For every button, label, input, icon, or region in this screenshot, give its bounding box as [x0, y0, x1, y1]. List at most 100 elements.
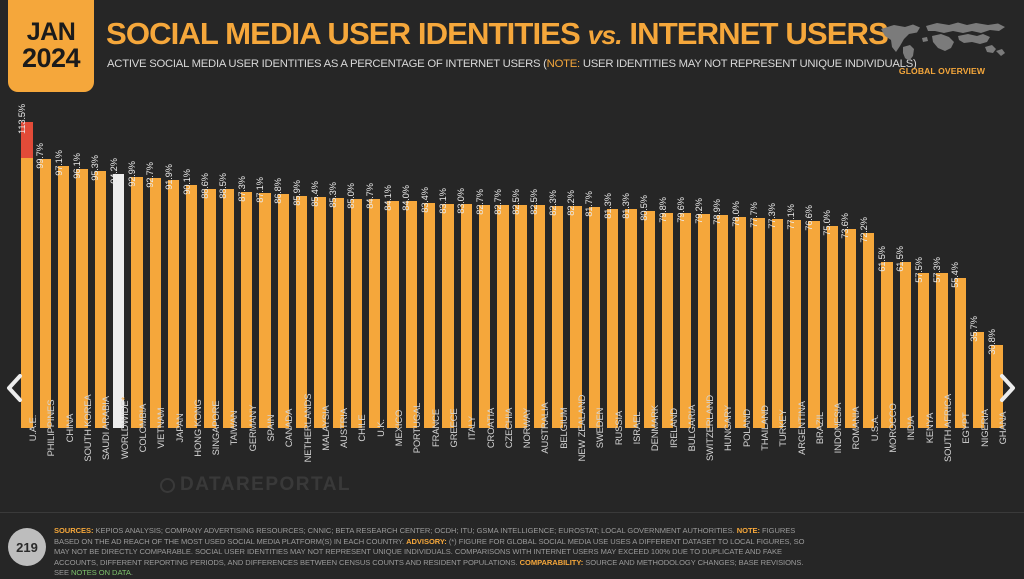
bar-column: 75.0% INDONESIA: [821, 210, 843, 454]
notes-on-data-link[interactable]: NOTES ON DATA: [71, 568, 131, 578]
bar-value-label: 61.5%: [876, 246, 888, 272]
bar-column: 85.0% CHILE: [345, 183, 367, 442]
bar[interactable]: [954, 278, 966, 428]
bar[interactable]: [533, 205, 546, 428]
bar[interactable]: [478, 204, 491, 428]
category-label: RUSSIA: [612, 410, 624, 446]
bar[interactable]: [606, 208, 619, 428]
bar[interactable]: [881, 261, 893, 428]
bar-value-label: 72.2%: [857, 217, 869, 243]
bar[interactable]: [350, 198, 363, 428]
bar[interactable]: [826, 225, 838, 428]
category-label: SWEDEN: [594, 407, 606, 449]
bar-column: 83.4% FRANCE: [419, 187, 441, 447]
bar[interactable]: [131, 177, 143, 428]
comparability-text: SOURCE AND METHODOLOGY CHANGES; BASE REV…: [54, 557, 804, 578]
bar[interactable]: [698, 214, 710, 428]
bar[interactable]: [222, 189, 235, 428]
bar[interactable]: [314, 197, 326, 428]
bar[interactable]: [808, 221, 820, 428]
bar[interactable]: [442, 203, 454, 428]
bar-column: 96.1% SOUTH KOREA: [71, 153, 93, 462]
bar[interactable]: [789, 219, 802, 428]
category-label: HUNGARY: [722, 404, 734, 452]
category-label: BULGARIA: [685, 404, 697, 452]
bar[interactable]: [295, 196, 308, 428]
bar[interactable]: [863, 233, 875, 428]
category-label: CROATIA: [484, 407, 496, 449]
bar[interactable]: [186, 184, 198, 428]
comparability-label: COMPARABILITY:: [519, 557, 584, 567]
bar[interactable]: [204, 188, 216, 428]
bar[interactable]: [735, 217, 747, 428]
bar[interactable]: [387, 200, 399, 428]
bar[interactable]: [39, 158, 52, 428]
bar[interactable]: [753, 218, 765, 428]
bar-value-label: 87.3%: [235, 176, 247, 203]
bar[interactable]: [716, 214, 729, 428]
bar[interactable]: [680, 213, 692, 428]
category-label: NORWAY: [521, 407, 533, 449]
bar[interactable]: [369, 199, 381, 428]
bar-value-label: 88.5%: [217, 173, 229, 199]
bar[interactable]: [643, 210, 655, 428]
bar[interactable]: [21, 121, 33, 428]
bar-column: 99.7% PHILIPPINES: [34, 143, 56, 456]
bar[interactable]: [167, 179, 180, 428]
bar-value-label: 88.6%: [199, 172, 211, 199]
bar-column: 84.0% PORTUGAL: [400, 185, 422, 453]
bar[interactable]: [149, 177, 161, 428]
bar-value-label: 82.5%: [510, 189, 522, 216]
bar[interactable]: [259, 192, 271, 428]
bar[interactable]: [936, 273, 948, 428]
bar-value-label: 83.0%: [455, 188, 467, 214]
bar-column: 81.3% ISRAEL: [620, 193, 642, 445]
advisory-text: (*) FIGURE FOR GLOBAL SOCIAL MEDIA USE U…: [54, 536, 805, 567]
bar[interactable]: [917, 272, 930, 428]
sources-text: KEPIOS ANALYSIS; COMPANY ADVERTISING RES…: [93, 526, 737, 535]
bar-value-label: 86.8%: [272, 177, 284, 204]
next-slide-arrow[interactable]: [998, 373, 1018, 403]
bar[interactable]: [844, 229, 857, 428]
bar-column: 76.6% BRAZIL: [803, 205, 825, 444]
category-label: GERMANY: [246, 404, 258, 452]
category-label: POLAND: [740, 409, 752, 447]
bar[interactable]: [423, 202, 436, 428]
category-label: ITALY: [466, 415, 478, 441]
prev-slide-arrow[interactable]: [4, 373, 24, 403]
bar[interactable]: [332, 197, 344, 428]
bar[interactable]: [588, 207, 600, 428]
category-label: COLOMBIA: [136, 403, 148, 453]
bar-column: 82.3% BELGIUM: [547, 190, 569, 449]
bar-value-label: 82.7%: [491, 188, 503, 215]
bar[interactable]: [94, 170, 106, 428]
bar[interactable]: [76, 168, 88, 428]
bar[interactable]: [991, 344, 1003, 428]
bar[interactable]: [497, 204, 509, 428]
bar-value-label: 95.3%: [89, 154, 101, 181]
category-label: TURKEY: [777, 409, 789, 447]
category-label: SWITZERLAND: [704, 394, 716, 462]
bar[interactable]: [552, 205, 564, 428]
bar[interactable]: [460, 203, 472, 428]
category-label: DENMARK: [649, 404, 661, 452]
bar[interactable]: [277, 193, 289, 428]
bar-value-label: 61.5%: [894, 246, 906, 272]
bar[interactable]: [515, 205, 527, 428]
bar-column: 55.4% EGYPT: [949, 263, 971, 444]
bar-column: 87.1% SPAIN: [254, 177, 276, 441]
category-label: AUSTRIA: [338, 408, 350, 448]
bar-value-label: 79.8%: [656, 196, 668, 223]
bar[interactable]: [570, 206, 582, 428]
bar[interactable]: [58, 165, 70, 428]
bar[interactable]: [405, 201, 418, 428]
bar[interactable]: [241, 192, 253, 428]
bar[interactable]: [899, 261, 912, 428]
bar-value-label: 77.3%: [766, 203, 778, 230]
bar[interactable]: [625, 208, 637, 428]
bar[interactable]: [112, 173, 125, 428]
bar[interactable]: [972, 331, 985, 428]
bar-value-label: 57.3%: [930, 257, 942, 284]
bar[interactable]: [661, 212, 674, 428]
bar[interactable]: [771, 219, 783, 428]
